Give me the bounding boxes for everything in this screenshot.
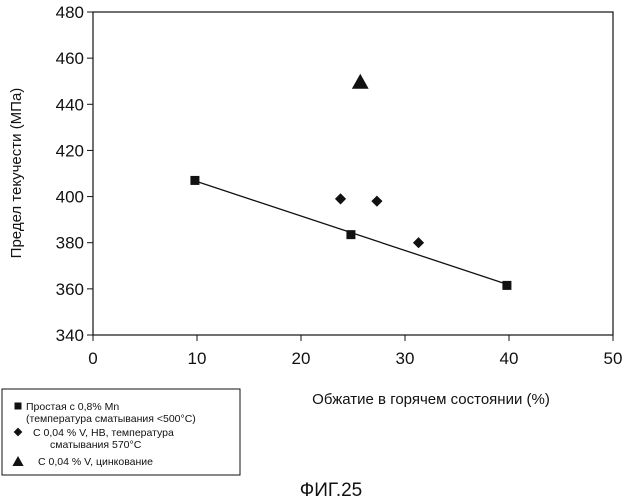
x-axis-title: Обжатие в горячем состоянии (%) xyxy=(312,391,550,408)
legend-label: С 0,04 % V, НВ, температура xyxy=(33,427,174,439)
legend-label: Простая с 0,8% Mn xyxy=(26,401,119,413)
plot-area xyxy=(93,12,613,335)
legend-marker-square xyxy=(15,403,22,410)
x-tick-label: 20 xyxy=(292,349,311,368)
data-point-square xyxy=(190,176,199,185)
legend: Простая с 0,8% Mn(температура сматывания… xyxy=(2,389,240,475)
data-point-square xyxy=(346,230,355,239)
figure-caption: ФИГ.25 xyxy=(300,480,362,500)
y-axis-title: Предел текучести (МПа) xyxy=(8,88,25,259)
y-tick-label: 480 xyxy=(56,3,84,22)
x-tick-label: 0 xyxy=(88,349,97,368)
y-tick-label: 360 xyxy=(56,280,84,299)
y-tick-label: 380 xyxy=(56,234,84,253)
y-tick-label: 340 xyxy=(56,326,84,345)
x-tick-label: 30 xyxy=(396,349,415,368)
y-tick-label: 400 xyxy=(56,188,84,207)
y-tick-label: 420 xyxy=(56,141,84,160)
data-point-square xyxy=(502,281,511,290)
y-axis-ticks: 340 360 380 400 420 440 460 480 xyxy=(56,3,93,345)
y-tick-label: 440 xyxy=(56,95,84,114)
x-tick-label: 10 xyxy=(188,349,207,368)
y-tick-label: 460 xyxy=(56,49,84,68)
legend-label: сматывания 570°C xyxy=(50,439,142,451)
x-tick-label: 40 xyxy=(500,349,519,368)
x-tick-label: 50 xyxy=(604,349,623,368)
legend-label: (температура сматывания <500°C) xyxy=(26,413,196,425)
legend-label: С 0,04 % V, цинкование xyxy=(38,456,153,468)
x-axis-ticks: 0 10 20 30 40 50 xyxy=(88,335,622,368)
